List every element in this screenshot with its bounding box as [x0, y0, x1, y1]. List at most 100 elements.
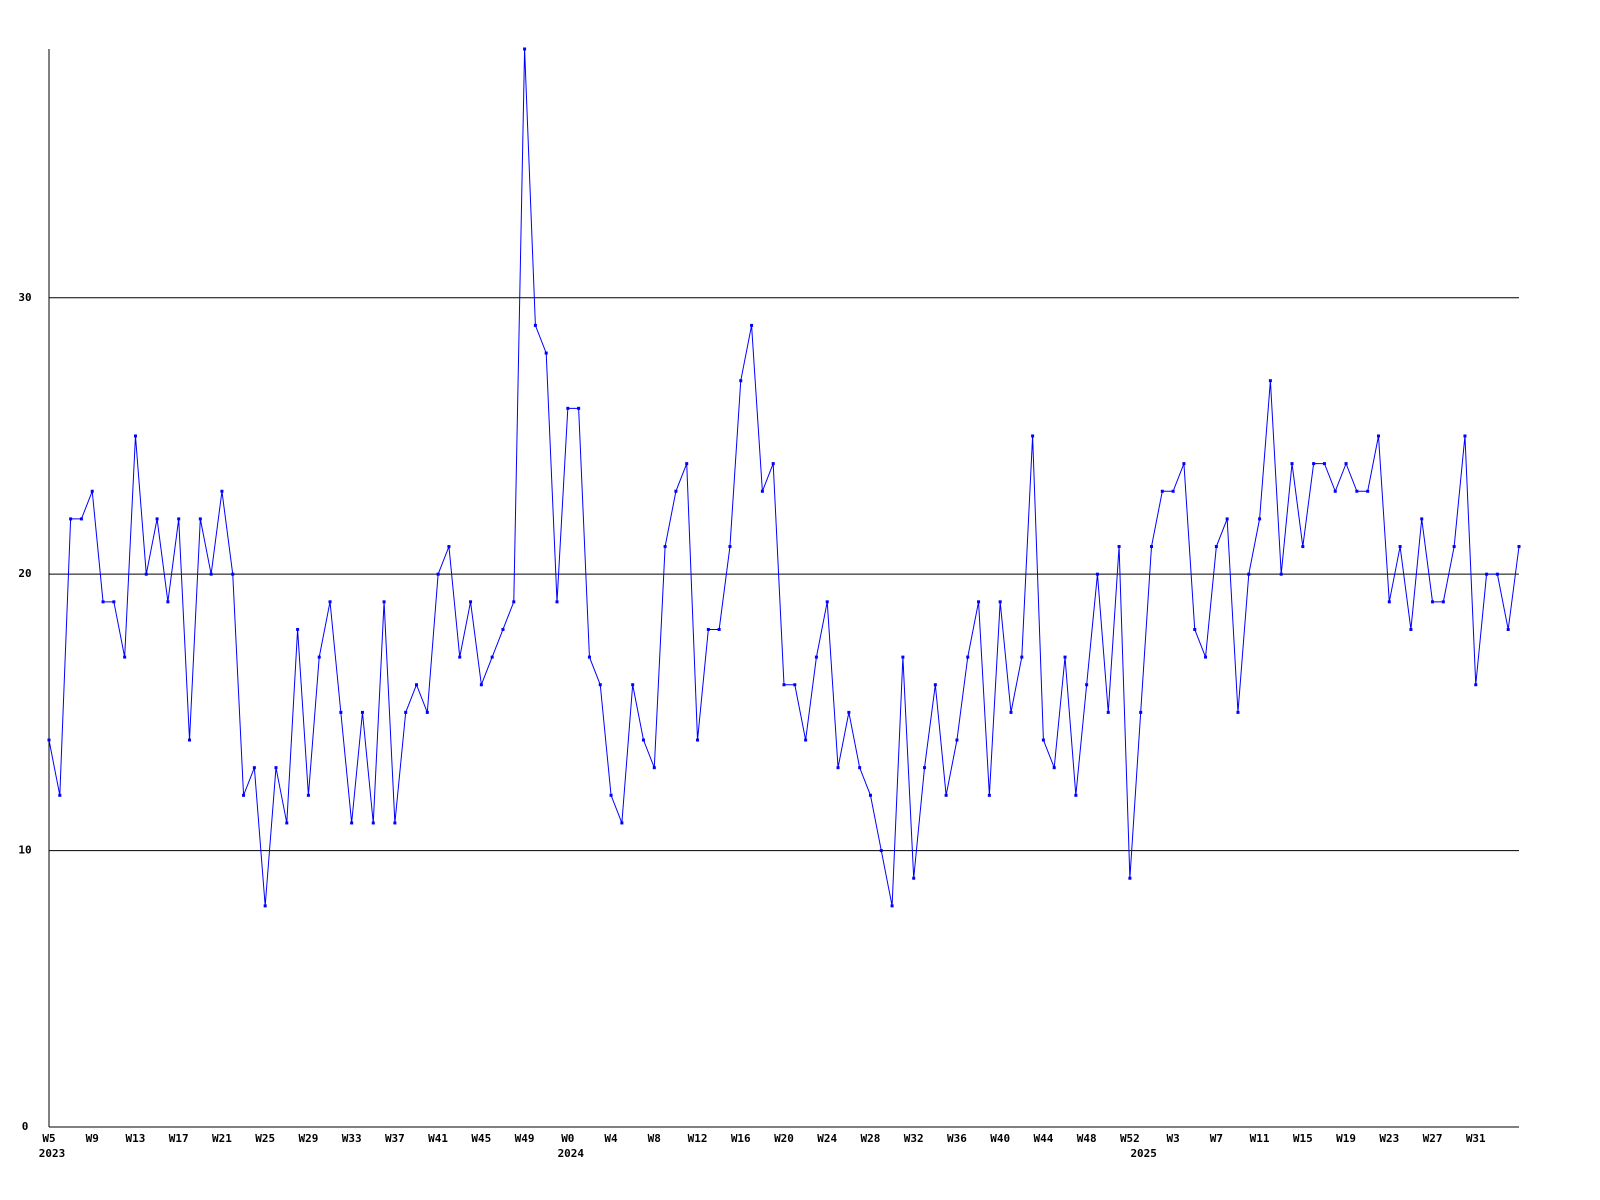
- point: [933, 683, 937, 687]
- x-tick-label: W52: [1120, 1132, 1140, 1145]
- point: [123, 655, 127, 659]
- point: [317, 655, 321, 659]
- x-tick-label: W11: [1250, 1132, 1270, 1145]
- point: [641, 738, 645, 742]
- point: [1290, 462, 1294, 466]
- point: [1193, 627, 1197, 631]
- point: [339, 710, 343, 714]
- point: [1139, 710, 1143, 714]
- point: [490, 655, 494, 659]
- point: [652, 766, 656, 770]
- point: [1485, 572, 1489, 576]
- point: [1322, 462, 1326, 466]
- point: [79, 517, 83, 521]
- point: [696, 738, 700, 742]
- point: [1031, 434, 1035, 438]
- x-tick-label: W41: [428, 1132, 448, 1145]
- point: [1052, 766, 1056, 770]
- point: [923, 766, 927, 770]
- x-year-label: 2023: [39, 1147, 66, 1160]
- point: [1095, 572, 1099, 576]
- x-tick-label: W36: [947, 1132, 967, 1145]
- point: [620, 821, 624, 825]
- point: [306, 793, 310, 797]
- x-tick-label: W45: [471, 1132, 491, 1145]
- point: [890, 904, 894, 908]
- line: [48, 48, 1520, 906]
- point: [782, 683, 786, 687]
- point: [1117, 545, 1121, 549]
- point: [1258, 517, 1262, 521]
- point: [404, 710, 408, 714]
- point: [868, 793, 872, 797]
- x-tick-label: W20: [774, 1132, 794, 1145]
- point: [1441, 600, 1445, 604]
- point: [836, 766, 840, 770]
- point: [209, 572, 213, 576]
- point: [739, 379, 743, 383]
- x-year-label: 2024: [558, 1147, 585, 1160]
- point: [1225, 517, 1229, 521]
- point: [166, 600, 170, 604]
- point: [879, 849, 883, 853]
- point: [231, 572, 235, 576]
- point: [663, 545, 667, 549]
- x-tick-label: W27: [1423, 1132, 1443, 1145]
- point: [360, 710, 364, 714]
- point: [1160, 489, 1164, 493]
- point: [479, 683, 483, 687]
- point: [382, 600, 386, 604]
- point: [1301, 545, 1305, 549]
- point: [188, 738, 192, 742]
- x-year-label: 2025: [1130, 1147, 1157, 1160]
- point: [1387, 600, 1391, 604]
- point: [501, 627, 505, 631]
- x-tick-label: W32: [904, 1132, 924, 1145]
- point: [631, 683, 635, 687]
- point: [1344, 462, 1348, 466]
- point: [1355, 489, 1359, 493]
- point: [274, 766, 278, 770]
- point: [750, 323, 754, 327]
- point: [966, 655, 970, 659]
- point: [415, 683, 418, 687]
- point: [1420, 517, 1424, 521]
- point: [350, 821, 354, 825]
- point: [1398, 545, 1402, 549]
- y-tick-label: 0: [22, 1120, 29, 1133]
- point: [533, 323, 537, 327]
- x-tick-label: W28: [861, 1132, 881, 1145]
- x-tick-label: W0: [561, 1132, 574, 1145]
- point: [1366, 489, 1370, 493]
- point: [1182, 462, 1186, 466]
- y-tick-label: 30: [18, 291, 31, 304]
- point: [804, 738, 808, 742]
- point: [523, 47, 527, 51]
- point: [469, 600, 473, 604]
- point: [577, 406, 581, 410]
- point: [447, 545, 451, 549]
- point: [706, 627, 710, 631]
- x-tick-label: W13: [126, 1132, 146, 1145]
- point: [1085, 683, 1089, 687]
- point: [1268, 379, 1272, 383]
- point: [1128, 876, 1132, 880]
- x-tick-label: W16: [731, 1132, 751, 1145]
- point: [1063, 655, 1067, 659]
- x-tick-label: W33: [342, 1132, 362, 1145]
- point: [912, 876, 916, 880]
- x-tick-label: W7: [1210, 1132, 1223, 1145]
- y-tick-label: 20: [18, 567, 31, 580]
- point: [987, 793, 991, 797]
- point: [69, 517, 73, 521]
- x-tick-label: W49: [515, 1132, 535, 1145]
- point: [955, 738, 959, 742]
- point: [1247, 572, 1251, 576]
- point: [1431, 600, 1435, 604]
- x-tick-label: W5: [42, 1132, 55, 1145]
- point: [1376, 434, 1380, 438]
- point: [1495, 572, 1499, 576]
- point: [717, 627, 721, 631]
- point: [177, 517, 181, 521]
